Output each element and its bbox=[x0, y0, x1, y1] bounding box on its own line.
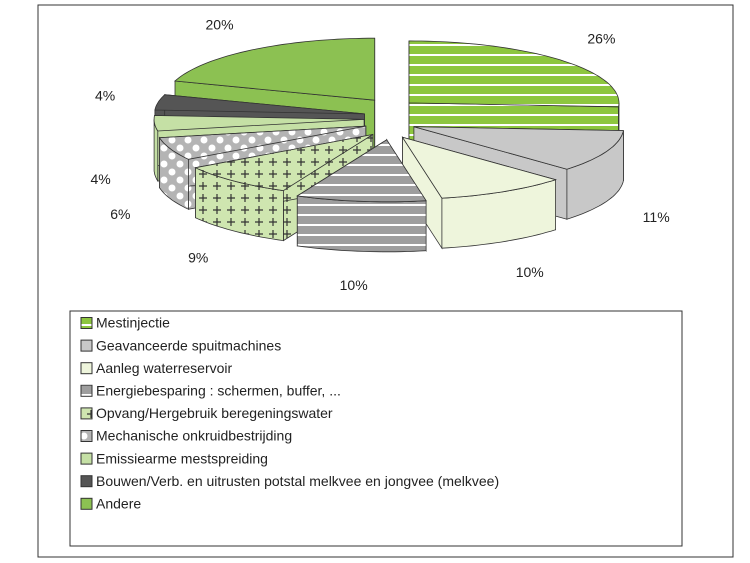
legend-swatch bbox=[80, 475, 93, 488]
legend-label: Emissiearme mestspreiding bbox=[96, 450, 268, 466]
data-label: 9% bbox=[188, 249, 208, 265]
slice bbox=[296, 138, 427, 253]
slice-top bbox=[153, 115, 365, 132]
legend-box bbox=[69, 310, 683, 547]
legend-label: Energiebesparing : schermen, buffer, ... bbox=[96, 383, 341, 399]
data-label: 20% bbox=[206, 16, 234, 32]
data-label: 10% bbox=[340, 277, 368, 293]
legend-swatch bbox=[80, 384, 93, 397]
slice-top bbox=[413, 126, 624, 170]
data-label: 4% bbox=[95, 87, 115, 103]
slice-wall bbox=[296, 195, 427, 253]
data-label: 6% bbox=[110, 206, 130, 222]
legend-swatch bbox=[80, 452, 93, 465]
legend-swatch bbox=[80, 407, 93, 420]
slice-top bbox=[296, 139, 427, 203]
legend-swatch bbox=[80, 497, 93, 510]
data-label: 11% bbox=[643, 209, 670, 225]
legend-label: Bouwen/Verb. en uitrusten potstal melkve… bbox=[96, 473, 499, 489]
slice bbox=[401, 135, 558, 250]
slice-top bbox=[194, 134, 374, 192]
slice-top bbox=[174, 37, 376, 101]
legend-label: Andere bbox=[96, 496, 141, 512]
legend-label: Mestinjectie bbox=[96, 315, 170, 331]
chart-frame bbox=[37, 4, 734, 558]
slice-top bbox=[401, 136, 558, 199]
legend-label: Aanleg waterreservoir bbox=[96, 360, 233, 376]
legend-label: Opvang/Hergebruik beregeningswater bbox=[96, 405, 333, 421]
data-label: 10% bbox=[516, 264, 544, 280]
data-label: 4% bbox=[90, 171, 110, 187]
legend-swatch bbox=[80, 339, 93, 352]
legend-swatch bbox=[80, 317, 93, 329]
slice-top bbox=[158, 125, 366, 160]
legend-swatch bbox=[80, 362, 93, 375]
slice-top bbox=[408, 40, 620, 108]
slice-top bbox=[154, 94, 365, 115]
legend-label: Mechanische onkruidbestrijding bbox=[96, 428, 292, 444]
data-label: 26% bbox=[587, 31, 615, 47]
legend-swatch bbox=[80, 430, 93, 442]
legend-label: Geavanceerde spuitmachines bbox=[96, 337, 281, 353]
